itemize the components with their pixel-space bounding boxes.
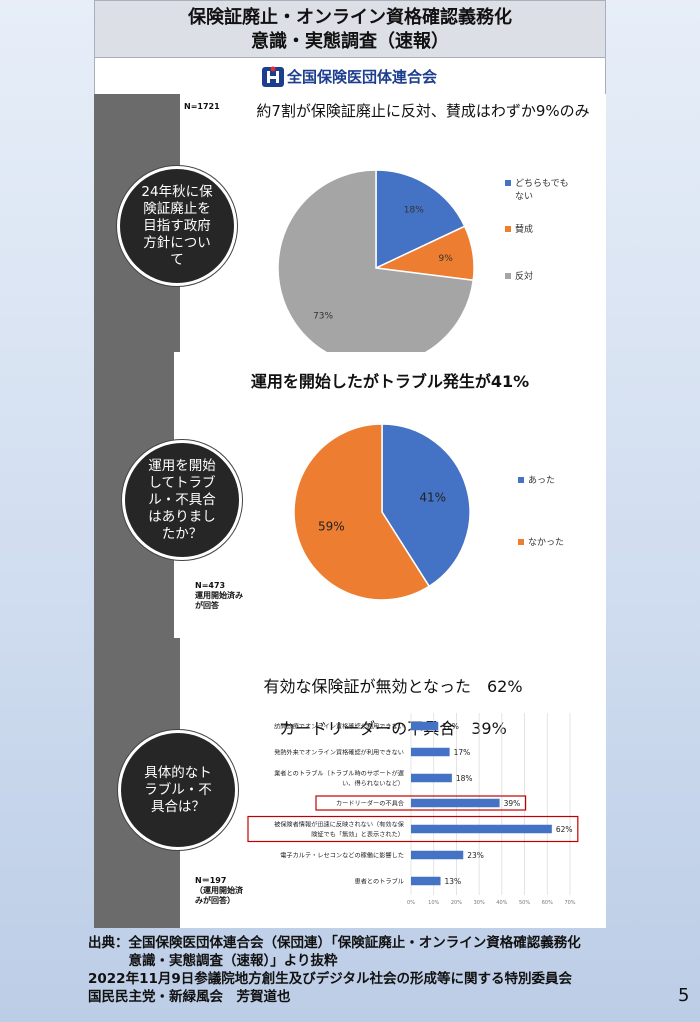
bar-3: [411, 798, 500, 808]
bar-x-tick-label-1: 10%: [428, 900, 439, 906]
bar-data-label-6: 13%: [445, 877, 462, 886]
bar-category-label-6: 患者とのトラブル: [355, 878, 404, 886]
bar-6: [411, 876, 441, 886]
pie2-legend-swatch-1: [518, 539, 524, 545]
pie1-slice-0: [375, 169, 466, 270]
bar-highlight-box-3: [315, 795, 527, 811]
bar-x-tick-label-3: 30%: [474, 900, 485, 906]
bar-category-label-2: 業者とのトラブル（トラブル時のサポートが遅い、得られないなど）: [274, 770, 404, 788]
pie1-legend-label-1: 賛成: [515, 223, 533, 235]
section3-panel: [180, 638, 606, 928]
bar-data-label-1: 17%: [454, 748, 471, 757]
org-bar: 全国保険医団体連合会: [94, 58, 606, 94]
pie2-data-label-1: 59%: [318, 520, 345, 534]
pie2-legend-label-1: なかった: [528, 537, 564, 548]
bar-x-tick-label-7: 70%: [564, 900, 575, 906]
bar-data-label-2: 18%: [456, 774, 473, 783]
bar-category-label-4: 被保険者情報が迅速に反映されない（有効な保険証でも「無効」と表示された）: [274, 821, 405, 839]
section1-question-circle: 24年秋に保 険証廃止を 目指す政府 方針につい て: [117, 166, 237, 286]
bar-x-tick-label-0: 0%: [407, 900, 415, 906]
page-number: 5: [678, 985, 690, 1006]
title-line-1: 保険証廃止・オンライン資格確認義務化: [188, 7, 512, 28]
pie1-data-label-2: 73%: [313, 312, 333, 322]
bar-2: [411, 773, 452, 783]
bar-data-label-3: 39%: [504, 799, 521, 808]
pie1-data-label-1: 9%: [439, 254, 454, 264]
bar-category-label-1: 発熱外来でオンライン資格確認が利用できない: [274, 749, 404, 757]
bar-4: [411, 824, 552, 834]
bar-0: [411, 721, 439, 731]
bar-x-tick-label-4: 40%: [496, 900, 507, 906]
slide-title: 保険証廃止・オンライン資格確認義務化 意識・実態調査（速報）: [94, 0, 606, 58]
title-line-2: 意識・実態調査（速報）: [251, 31, 449, 52]
pie1-legend-swatch-2: [505, 273, 511, 279]
bar-data-label-0: 12%: [442, 722, 459, 731]
pie1-data-label-0: 18%: [404, 205, 424, 215]
bar-data-label-5: 23%: [467, 851, 484, 860]
org-name: 全国保険医団体連合会: [287, 68, 438, 86]
bar-category-label-5: 電子カルテ・レセコンなどの稼働に影響した: [280, 852, 404, 860]
source-footer: 出典：全国保険医団体連合会（保団連）「保険証廃止・オンライン資格確認義務化 意識…: [88, 935, 581, 1005]
section2-n-label: N=473 運用開始済み が回答: [195, 581, 243, 610]
pie2-legend-label-0: あった: [528, 475, 555, 486]
bar-1: [411, 747, 450, 757]
pie1-legend-swatch-0: [505, 180, 511, 186]
bar-x-tick-label-2: 20%: [451, 900, 462, 906]
section2-question-circle: 運用を開始 してトラブ ル・不具合 はありまし たか？: [122, 440, 242, 560]
bar-x-tick-label-6: 60%: [542, 900, 553, 906]
section3-bar-chart: 0% 10% 20% 30% 40% 50% 60% 70% 12% 訪問診療でオンライン資格確認…: [247, 713, 579, 906]
pie1-slice-2: [277, 169, 475, 352]
pie2-legend-swatch-0: [518, 477, 524, 483]
org-logo-icon: [262, 66, 284, 87]
pie2-data-label-0: 41%: [419, 490, 446, 504]
section3-question-circle: 具体的なト ラブル・不 具合は？: [118, 730, 238, 850]
bar-data-label-4: 62%: [556, 825, 573, 834]
pie1-legend-swatch-1: [505, 226, 511, 232]
bar-x-tick-label-5: 50%: [519, 900, 530, 906]
bar-category-label-3: カードリーダーの不具合: [336, 800, 404, 808]
section2-chart-title: 運用を開始したがトラブル発生が41%: [250, 372, 530, 391]
section3-n-label: N＝197 （運用開始済 みが回答）: [195, 876, 243, 905]
bar-5: [411, 850, 464, 860]
bar-category-label-0: 訪問診療でオンライン資格確認が利用できない: [274, 723, 404, 731]
pie1-legend-label-2: 反対: [515, 270, 533, 282]
section1-chart-title: 約7割が保険証廃止に反対、賛成はわずか9%のみ: [256, 102, 590, 120]
bar-highlight-box-4: [247, 815, 579, 843]
pie2-slice-1: [293, 423, 431, 601]
pie1-legend-label-0: どちらもでもない: [515, 178, 569, 202]
section1-n-label: N=1721: [184, 102, 220, 111]
section3-headline-line1: 有効な保険証が無効となった 62%: [263, 677, 523, 696]
